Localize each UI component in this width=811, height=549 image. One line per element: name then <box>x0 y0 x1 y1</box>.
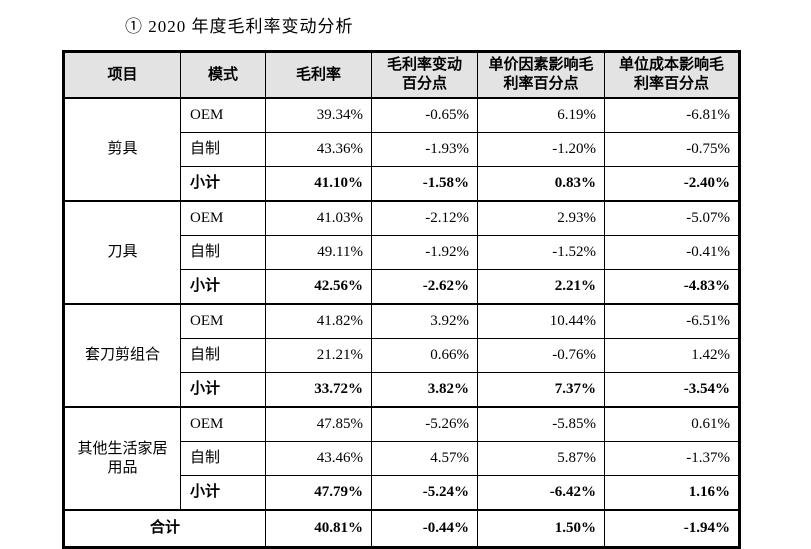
table-row: 小计 42.56% -2.62% 2.21% -4.83% <box>64 269 740 305</box>
value-cell: -6.81% <box>604 97 740 133</box>
value-cell: -5.24% <box>371 475 478 511</box>
mode-cell: 自制 <box>180 338 266 373</box>
value-cell: -1.52% <box>477 235 605 270</box>
item-cell: 套刀剪组合 <box>63 303 181 408</box>
mode-cell: 自制 <box>180 441 266 476</box>
value-cell: -0.76% <box>477 338 605 373</box>
value-cell: 0.61% <box>604 406 740 442</box>
value-cell: -0.65% <box>371 97 478 133</box>
table-row: 自制 43.36% -1.93% -1.20% -0.75% <box>64 132 740 167</box>
table-row: 其他生活家居用品 OEM 47.85% -5.26% -5.85% 0.61% <box>63 406 740 511</box>
mode-cell: 小计 <box>180 372 266 408</box>
value-cell: 3.92% <box>371 303 478 339</box>
mode-cell: OEM <box>180 200 266 236</box>
value-cell: -1.58% <box>371 166 478 202</box>
mode-cell: 自制 <box>180 132 266 167</box>
document-title: ① 2020 年度毛利率变动分析 <box>125 17 354 36</box>
column-header: 单价因素影响毛 利率百分点 <box>477 51 605 99</box>
column-header: 毛利率变动 百分点 <box>371 51 478 99</box>
value-cell: -3.54% <box>604 372 740 408</box>
table-row: 小计 33.72% 3.82% 7.37% -3.54% <box>64 372 740 408</box>
value-cell: 2.21% <box>477 269 605 305</box>
table-row: 自制 49.11% -1.92% -1.52% -0.41% <box>64 235 740 270</box>
value-cell: -1.92% <box>371 235 478 270</box>
mode-cell: 小计 <box>180 475 266 511</box>
value-cell: 0.66% <box>371 338 478 373</box>
table-row: 自制 43.46% 4.57% 5.87% -1.37% <box>64 441 740 476</box>
value-cell: -6.42% <box>477 475 605 511</box>
value-cell: -0.75% <box>604 132 740 167</box>
value-cell: -1.20% <box>477 132 605 167</box>
value-cell: -0.41% <box>604 235 740 270</box>
value-cell: 41.82% <box>265 303 372 339</box>
value-cell: 33.72% <box>265 372 372 408</box>
value-cell: 43.46% <box>265 441 372 476</box>
value-cell: 49.11% <box>265 235 372 270</box>
table-row: 剪具 OEM 39.34% -0.65% 6.19% -6.81% <box>63 97 740 202</box>
column-header: 单位成本影响毛 利率百分点 <box>604 51 740 99</box>
value-cell: -1.93% <box>371 132 478 167</box>
mode-cell: 小计 <box>180 166 266 202</box>
total-label-cell: 合计 <box>63 509 266 548</box>
item-cell: 其他生活家居用品 <box>63 406 181 511</box>
value-cell: 6.19% <box>477 97 605 133</box>
mode-cell: OEM <box>180 303 266 339</box>
total-value-cell: -0.44% <box>371 509 478 548</box>
value-cell: -6.51% <box>604 303 740 339</box>
item-cell: 刀具 <box>63 200 181 305</box>
value-cell: -2.12% <box>371 200 478 236</box>
value-cell: 3.82% <box>371 372 478 408</box>
value-cell: 41.10% <box>265 166 372 202</box>
value-cell: -5.85% <box>477 406 605 442</box>
value-cell: -2.62% <box>371 269 478 305</box>
column-header: 项目 <box>63 51 181 99</box>
value-cell: -2.40% <box>604 166 740 202</box>
value-cell: -5.07% <box>604 200 740 236</box>
mode-cell: OEM <box>180 97 266 133</box>
value-cell: 47.79% <box>265 475 372 511</box>
total-row: 合计 40.81% -0.44% 1.50% -1.94% <box>63 509 740 548</box>
value-cell: 43.36% <box>265 132 372 167</box>
table-row: 刀具 OEM 41.03% -2.12% 2.93% -5.07% <box>63 200 740 305</box>
gross-margin-table: 项目 模式 毛利率 毛利率变动 百分点 单价因素影响毛 利率百分点 单位成本影响毛 利率百… <box>62 50 741 549</box>
column-header: 毛利率 <box>265 51 372 99</box>
mode-cell: OEM <box>180 406 266 442</box>
total-value-cell: 1.50% <box>477 509 605 548</box>
total-value-cell: -1.94% <box>604 509 740 548</box>
value-cell: 2.93% <box>477 200 605 236</box>
value-cell: 7.37% <box>477 372 605 408</box>
mode-cell: 自制 <box>180 235 266 270</box>
value-cell: 42.56% <box>265 269 372 305</box>
header-row: 项目 模式 毛利率 毛利率变动 百分点 单价因素影响毛 利率百分点 单位成本影响毛 利率百… <box>63 51 740 99</box>
value-cell: 39.34% <box>265 97 372 133</box>
value-cell: -1.37% <box>604 441 740 476</box>
mode-cell: 小计 <box>180 269 266 305</box>
value-cell: -5.26% <box>371 406 478 442</box>
value-cell: 10.44% <box>477 303 605 339</box>
value-cell: -4.83% <box>604 269 740 305</box>
value-cell: 47.85% <box>265 406 372 442</box>
total-value-cell: 40.81% <box>265 509 372 548</box>
value-cell: 0.83% <box>477 166 605 202</box>
column-header: 模式 <box>180 51 266 99</box>
table-row: 套刀剪组合 OEM 41.82% 3.92% 10.44% -6.51% <box>63 303 740 408</box>
value-cell: 5.87% <box>477 441 605 476</box>
value-cell: 21.21% <box>265 338 372 373</box>
value-cell: 4.57% <box>371 441 478 476</box>
table-row: 自制 21.21% 0.66% -0.76% 1.42% <box>64 338 740 373</box>
value-cell: 1.16% <box>604 475 740 511</box>
value-cell: 41.03% <box>265 200 372 236</box>
value-cell: 1.42% <box>604 338 740 373</box>
item-cell: 剪具 <box>63 97 181 202</box>
table-row: 小计 41.10% -1.58% 0.83% -2.40% <box>64 166 740 202</box>
